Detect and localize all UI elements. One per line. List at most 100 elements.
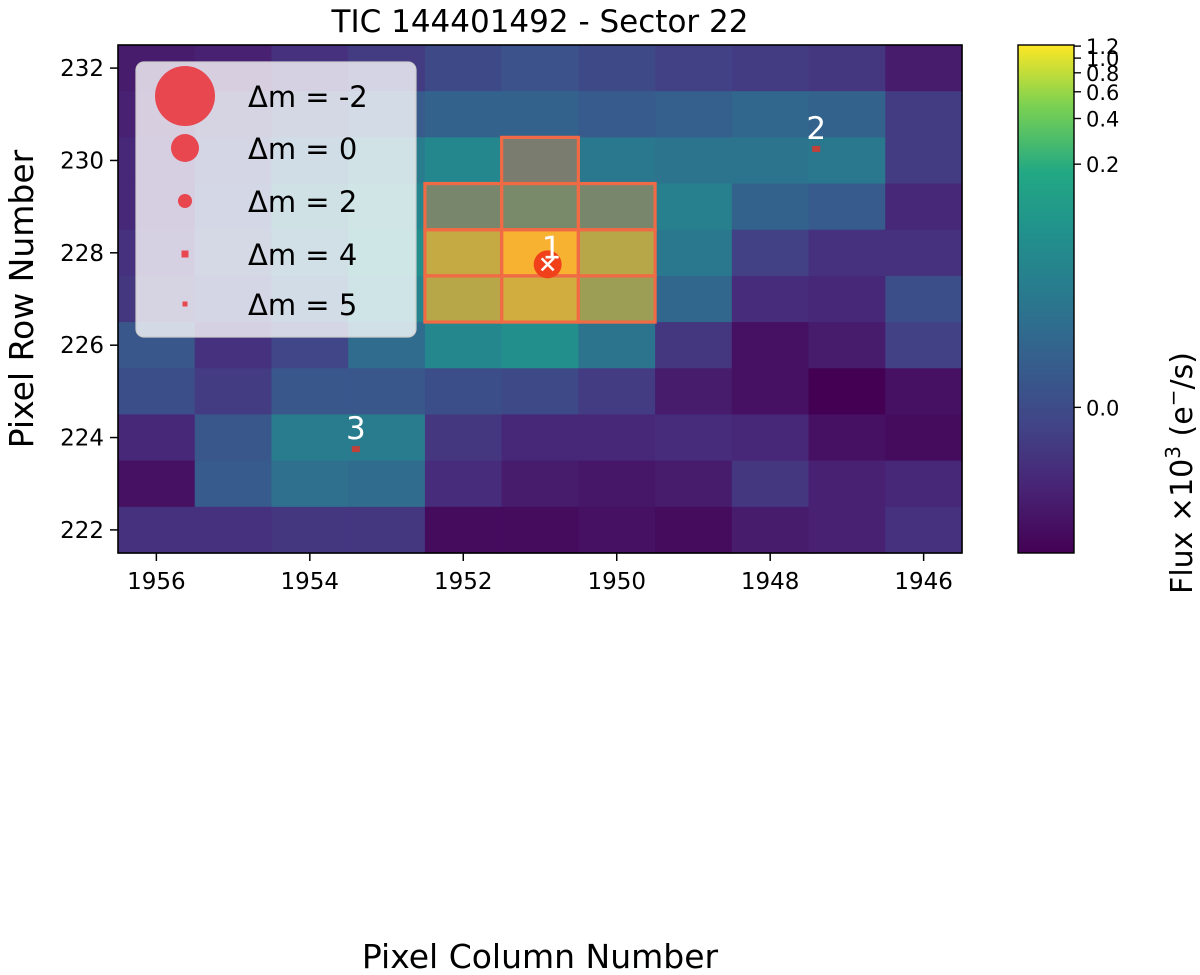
pixel-cell — [578, 45, 656, 92]
pixel-cell — [808, 506, 886, 554]
pixel-cell — [808, 183, 886, 231]
legend-box — [135, 61, 417, 338]
pixel-cell — [808, 45, 886, 92]
source-label: 1 — [542, 230, 562, 266]
legend-label: Δm = 4 — [248, 238, 357, 272]
pixel-cell — [808, 414, 886, 462]
legend-label: Δm = -2 — [248, 80, 368, 114]
pixel-cell — [194, 506, 273, 554]
aperture-pixel — [500, 274, 580, 324]
pixel-cell — [808, 322, 886, 369]
pixel-cell — [731, 137, 810, 185]
aperture-pixel — [423, 274, 504, 324]
pixel-cell — [501, 45, 579, 92]
pixel-cell — [348, 460, 426, 508]
legend-label: Δm = 0 — [248, 132, 357, 166]
pixel-cell — [578, 275, 656, 323]
y-tick-label: 230 — [60, 148, 104, 174]
colorbar-tick-label: 1.0 — [1086, 47, 1119, 71]
pixel-cell — [655, 183, 733, 231]
pixel-cell — [885, 229, 963, 277]
pixel-cell — [808, 91, 886, 138]
east-arrow — [786, 758, 877, 806]
pixel-cell — [731, 322, 810, 369]
target-cross — [540, 257, 555, 272]
legend-marker — [181, 250, 189, 258]
pixel-cell — [655, 322, 733, 369]
pixel-cell — [271, 368, 349, 416]
legend-label: Δm = 2 — [248, 185, 357, 219]
pixel-cell — [731, 368, 810, 416]
pixel-cell — [424, 183, 503, 231]
aperture-pixel — [576, 181, 657, 232]
x-axis-label: Pixel Column Number — [362, 937, 719, 975]
y-tick-label: 222 — [60, 518, 104, 544]
pixel-cell — [885, 322, 963, 369]
legend-marker — [182, 301, 188, 307]
pixel-cell — [424, 91, 503, 138]
pixel-cell — [501, 275, 579, 323]
pixel-cell — [424, 229, 503, 277]
pixel-cell — [885, 137, 963, 185]
pixel-cell — [501, 506, 579, 554]
colorbar-tick-label: 1.2 — [1086, 35, 1119, 59]
pixel-cell — [655, 368, 733, 416]
legend-marker — [155, 66, 215, 126]
pixel-cell — [885, 183, 963, 231]
pixel-cell — [118, 368, 196, 416]
pixel-cell — [655, 45, 733, 92]
pixel-cell — [194, 460, 273, 508]
pixel-cell — [808, 368, 886, 416]
y-tick-label: 226 — [60, 333, 104, 359]
y-tick-label: 232 — [60, 56, 104, 82]
pixel-cell — [424, 414, 503, 462]
legend-label: Δm = 5 — [248, 288, 357, 322]
legend-marker — [171, 134, 199, 162]
pixel-cell — [731, 506, 810, 554]
pixel-cell — [348, 368, 426, 416]
pixel-cell — [731, 45, 810, 92]
pixel-cell — [118, 506, 196, 554]
x-tick-label: 1954 — [281, 569, 340, 595]
aperture-pixel — [576, 274, 657, 324]
pixel-cell — [501, 414, 579, 462]
colorbar-tick-label: 0.4 — [1086, 107, 1119, 131]
pixel-cell — [808, 460, 886, 508]
pixel-cell — [118, 414, 196, 462]
colorbar: 0.0 0.2 0.40.60.81.01.2 — [1017, 35, 1119, 554]
pixel-cell — [501, 460, 579, 508]
aperture-pixel — [423, 181, 504, 232]
y-axis: 222 224 226 228 230 232 — [60, 56, 118, 544]
pixel-cell — [731, 460, 810, 508]
pixel-cell — [271, 460, 349, 508]
compass: NE — [760, 681, 938, 806]
source-label: 3 — [346, 411, 366, 447]
source-marker — [812, 145, 821, 152]
pixel-cell — [424, 460, 503, 508]
legend-marker — [178, 194, 192, 208]
pixel-cell — [501, 368, 579, 416]
pixel-cell — [655, 137, 733, 185]
colorbar-tick-label: 0.8 — [1086, 62, 1119, 86]
pixel-cell — [885, 45, 963, 92]
pixel-cell — [655, 275, 733, 323]
colorbar-label: Flux ×103 (e−/s) — [1161, 352, 1200, 594]
pixel-cell — [885, 414, 963, 462]
pixel-cell — [578, 322, 656, 369]
colorbar-gradient — [1017, 44, 1075, 554]
pixel-cell — [885, 506, 963, 554]
x-tick-label: 1946 — [894, 569, 953, 595]
y-tick-label: 228 — [60, 241, 104, 267]
x-tick-label: 1956 — [127, 569, 186, 595]
aperture-pixel — [423, 228, 504, 278]
aperture-pixel — [500, 181, 580, 232]
pixel-cell — [271, 506, 349, 554]
pixel-cell — [731, 91, 810, 138]
pixel-cell — [885, 275, 963, 323]
pixel-cell — [271, 414, 349, 462]
pixel-cell — [885, 460, 963, 508]
pixel-cell — [731, 414, 810, 462]
pixel-cell — [501, 322, 579, 369]
pixel-cell — [885, 368, 963, 416]
